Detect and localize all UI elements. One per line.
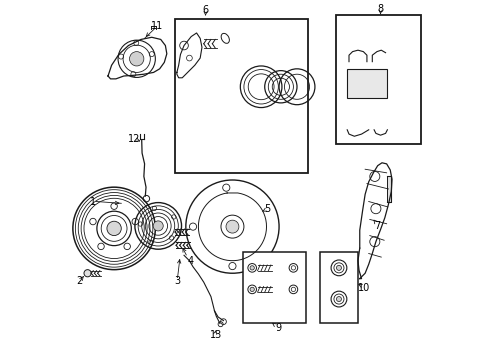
Text: 4: 4 [188, 256, 194, 266]
Text: 13: 13 [209, 330, 221, 340]
Text: 11: 11 [151, 21, 163, 31]
Text: 1: 1 [90, 197, 96, 207]
Text: 3: 3 [174, 276, 181, 286]
Circle shape [355, 80, 361, 86]
Bar [175, 19, 308, 173]
Circle shape [90, 218, 96, 225]
Text: 12: 12 [128, 134, 141, 144]
Text: 8: 8 [377, 4, 384, 14]
Bar [337, 15, 421, 144]
Circle shape [337, 297, 342, 302]
Text: 9: 9 [275, 323, 281, 333]
Circle shape [250, 287, 254, 292]
Bar [387, 176, 392, 202]
Circle shape [378, 80, 384, 86]
Text: 6: 6 [202, 5, 209, 15]
Circle shape [124, 243, 130, 249]
Circle shape [368, 80, 373, 86]
Circle shape [153, 221, 163, 231]
Circle shape [132, 218, 139, 225]
Circle shape [98, 243, 104, 249]
Circle shape [107, 221, 122, 235]
Circle shape [250, 266, 254, 270]
Circle shape [129, 51, 144, 66]
Bar [243, 252, 306, 323]
Text: 10: 10 [358, 283, 370, 293]
Circle shape [337, 265, 342, 270]
Circle shape [111, 203, 117, 210]
Text: 2: 2 [76, 276, 82, 286]
Circle shape [226, 220, 239, 233]
Bar [320, 252, 358, 323]
Text: 7: 7 [374, 221, 381, 231]
Bar [347, 69, 387, 98]
Circle shape [84, 270, 91, 277]
Text: 5: 5 [264, 204, 270, 215]
